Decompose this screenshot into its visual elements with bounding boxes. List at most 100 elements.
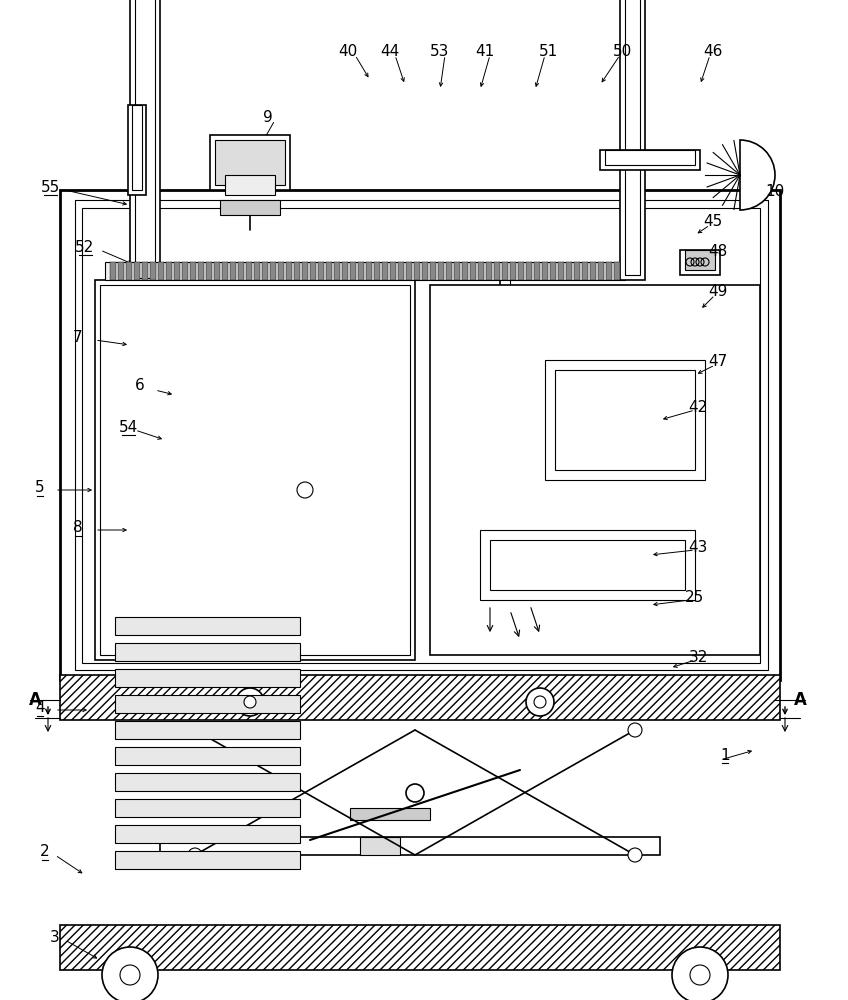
Text: 25: 25	[685, 589, 705, 604]
Bar	[115, 643, 300, 661]
Bar	[422, 262, 428, 280]
Bar	[360, 837, 400, 855]
Bar	[246, 262, 252, 280]
Bar	[80, 678, 760, 718]
Bar	[406, 262, 412, 280]
Bar	[480, 530, 695, 600]
Bar	[150, 262, 156, 280]
Bar	[118, 262, 124, 280]
Text: 54: 54	[119, 420, 137, 434]
Text: 44: 44	[381, 44, 399, 60]
Text: 46: 46	[703, 44, 722, 60]
Bar	[606, 262, 612, 280]
Text: 32: 32	[689, 650, 708, 664]
Text: 52: 52	[75, 239, 95, 254]
Bar	[454, 262, 460, 280]
Bar	[115, 773, 300, 791]
Bar	[614, 262, 620, 280]
Bar	[462, 262, 468, 280]
Text: 51: 51	[538, 44, 558, 60]
Bar	[574, 262, 580, 280]
Circle shape	[534, 696, 546, 708]
Bar	[294, 262, 300, 280]
Bar	[286, 262, 292, 280]
Bar	[182, 262, 188, 280]
Bar	[100, 285, 410, 655]
Bar	[590, 262, 596, 280]
Bar	[126, 262, 132, 280]
Bar	[238, 262, 244, 280]
Circle shape	[102, 947, 158, 1000]
Bar	[254, 262, 260, 280]
Text: 47: 47	[708, 355, 728, 369]
Bar	[174, 262, 180, 280]
Text: 42: 42	[689, 399, 707, 414]
Bar	[542, 262, 548, 280]
Circle shape	[120, 965, 140, 985]
Circle shape	[236, 688, 264, 716]
Text: 55: 55	[41, 180, 59, 194]
Text: 48: 48	[708, 244, 728, 259]
Bar	[550, 262, 556, 280]
Bar	[558, 262, 564, 280]
Bar	[115, 747, 300, 765]
Bar	[605, 150, 695, 165]
Bar	[326, 262, 332, 280]
Bar	[526, 262, 532, 280]
Bar	[318, 262, 324, 280]
Bar	[105, 262, 625, 280]
Bar	[142, 262, 148, 280]
Bar	[206, 262, 212, 280]
Bar	[502, 262, 508, 280]
Text: 41: 41	[476, 44, 494, 60]
Bar	[132, 105, 142, 190]
Bar	[198, 262, 204, 280]
Bar	[128, 105, 146, 195]
Bar	[130, 0, 160, 280]
Circle shape	[690, 965, 710, 985]
Bar	[60, 925, 780, 970]
Circle shape	[188, 848, 202, 862]
Text: 40: 40	[338, 44, 358, 60]
Bar	[160, 837, 660, 855]
Circle shape	[188, 723, 202, 737]
Bar	[390, 262, 396, 280]
Bar	[430, 262, 436, 280]
Bar	[214, 262, 220, 280]
Bar	[270, 262, 276, 280]
Bar	[278, 262, 284, 280]
Bar	[566, 262, 572, 280]
Bar	[115, 695, 300, 713]
Text: 3: 3	[50, 930, 60, 946]
Bar	[350, 262, 356, 280]
Bar	[166, 262, 172, 280]
Bar	[685, 250, 715, 270]
Bar	[262, 262, 268, 280]
Bar	[60, 190, 780, 680]
Bar	[190, 262, 196, 280]
Bar	[220, 200, 280, 215]
Text: A: A	[29, 691, 42, 709]
Circle shape	[408, 786, 422, 800]
Bar	[582, 262, 588, 280]
Text: 10: 10	[766, 184, 784, 200]
Text: 8: 8	[73, 520, 83, 536]
Bar	[350, 808, 430, 820]
Circle shape	[244, 696, 256, 708]
Text: 53: 53	[430, 44, 449, 60]
Circle shape	[628, 848, 642, 862]
Text: 9: 9	[263, 110, 273, 125]
Bar	[600, 150, 700, 170]
Bar	[134, 262, 140, 280]
Bar	[486, 262, 492, 280]
Circle shape	[526, 688, 554, 716]
Bar	[625, 0, 640, 275]
Bar	[494, 262, 500, 280]
Bar	[430, 285, 760, 655]
Bar	[135, 0, 155, 278]
Bar	[518, 262, 524, 280]
Bar	[115, 617, 300, 635]
Bar	[414, 262, 420, 280]
Bar	[60, 675, 780, 720]
Bar	[446, 262, 452, 280]
